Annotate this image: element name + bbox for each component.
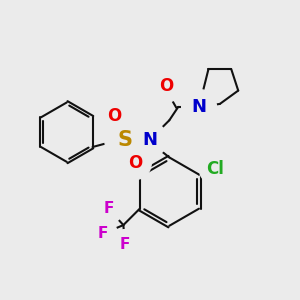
Text: O: O — [128, 154, 142, 172]
Text: F: F — [120, 237, 130, 252]
Text: N: N — [142, 130, 158, 148]
Circle shape — [182, 89, 216, 124]
Text: F: F — [98, 226, 108, 242]
Circle shape — [199, 152, 231, 184]
Text: Cl: Cl — [206, 160, 224, 178]
Circle shape — [119, 147, 151, 179]
Text: O: O — [159, 77, 173, 95]
Circle shape — [133, 122, 167, 157]
Text: O: O — [107, 107, 122, 125]
Text: S: S — [117, 130, 132, 150]
Circle shape — [94, 194, 123, 224]
Circle shape — [150, 70, 182, 102]
Circle shape — [110, 230, 140, 259]
Text: F: F — [103, 201, 114, 216]
Circle shape — [88, 219, 117, 249]
Text: N: N — [191, 98, 206, 116]
Circle shape — [98, 100, 130, 132]
Circle shape — [105, 119, 145, 160]
